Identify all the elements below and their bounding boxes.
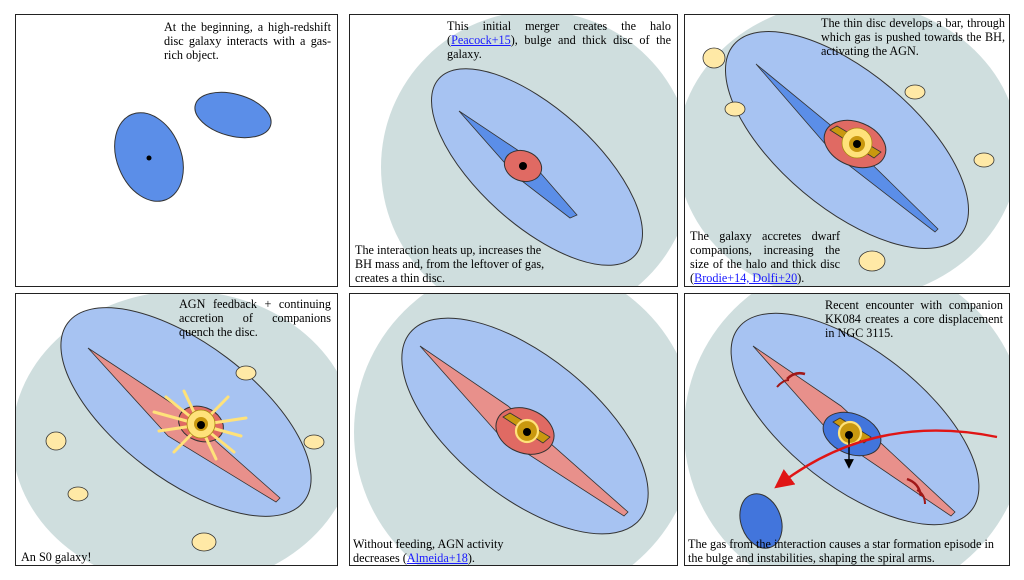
dwarf-companion-5 — [858, 250, 886, 272]
dwarf-companion-2 — [45, 431, 67, 451]
panel-6-bottom-text: The gas from the interaction causes a st… — [688, 537, 994, 565]
panel-3-bottom-text: The galaxy accretes dwarf companions, in… — [690, 229, 840, 285]
panel-4-drawing — [16, 294, 337, 565]
dwarf-companion-1 — [702, 47, 726, 69]
panel-1-drawing — [114, 91, 272, 202]
panel-4-bottom-text: An S0 galaxy! — [21, 550, 92, 564]
panel-2-bottom-text: The interaction heats up, increases the … — [355, 243, 545, 285]
black-hole — [519, 162, 527, 170]
panel-2-top-text-b: ), bulge and thick disc of the galaxy. — [447, 33, 671, 61]
dwarf-companion-3 — [904, 84, 926, 100]
companion-kk084 — [739, 493, 783, 549]
black-hole — [845, 431, 853, 439]
panel-5-bottom-text-a: Without feeding, AGN activity decreases … — [353, 537, 504, 565]
panel-2-top-text: This initial merger creates the halo (Pe… — [447, 19, 671, 61]
black-hole — [853, 140, 861, 148]
panel-5-bottom-text-b: ). — [467, 551, 475, 565]
dwarf-companion-1 — [235, 365, 257, 381]
citation-link-peacock[interactable]: Peacock+15 — [451, 33, 511, 47]
spiral-arm-upper — [786, 371, 806, 380]
panel-6: Recent encounter with companion KK084 cr… — [684, 293, 1010, 566]
panel-4: AGN feedback + continuing accretion of c… — [15, 293, 338, 566]
spiral-arm-lower — [906, 477, 923, 497]
panel-2-drawing — [381, 15, 677, 286]
dwarf-companion-3 — [303, 434, 325, 450]
dwarf-companion-4 — [67, 486, 89, 502]
panel-1: At the beginning, a high-redshift disc g… — [15, 14, 338, 287]
gas-rich-object — [194, 91, 272, 139]
panel-6-top-text: Recent encounter with companion KK084 cr… — [825, 298, 1003, 340]
black-hole — [146, 155, 152, 161]
panel-2-top-text-a: This initial merger creates the halo ( — [447, 19, 671, 47]
panel-4-top-text: AGN feedback + continuing accretion of c… — [179, 297, 331, 339]
panel-1-top-text: At the beginning, a high-redshift disc g… — [164, 20, 331, 62]
panel-3-bottom-text-a: The galaxy accretes dwarf companions, in… — [690, 229, 840, 285]
panel-5-bottom-text: Without feeding, AGN activity decreases … — [353, 537, 548, 565]
spiral-arm-upper-2 — [776, 379, 790, 388]
panel-3-drawing — [685, 15, 1009, 286]
citation-link-brodie-dolfi[interactable]: Brodie+14, Dolfi+20 — [694, 271, 798, 285]
spiral-arm-lower-2 — [916, 489, 926, 505]
dwarf-companion-4 — [973, 152, 995, 168]
black-hole — [523, 428, 531, 436]
panel-5-drawing — [354, 294, 677, 565]
panel-2: This initial merger creates the halo (Pe… — [349, 14, 678, 287]
dwarf-companion-5 — [191, 532, 217, 552]
panel-3-top-text: The thin disc develops a bar, through wh… — [821, 16, 1005, 58]
black-hole — [197, 421, 205, 429]
panel-5: Without feeding, AGN activity decreases … — [349, 293, 678, 566]
panel-3: The thin disc develops a bar, through wh… — [684, 14, 1010, 287]
citation-link-almeida[interactable]: Almeida+18 — [406, 551, 468, 565]
encounter-trajectory-arrow — [774, 429, 998, 489]
panel-3-bottom-text-b: ). — [797, 271, 805, 285]
dwarf-companion-2 — [724, 101, 746, 117]
panel-6-drawing — [685, 294, 1009, 565]
